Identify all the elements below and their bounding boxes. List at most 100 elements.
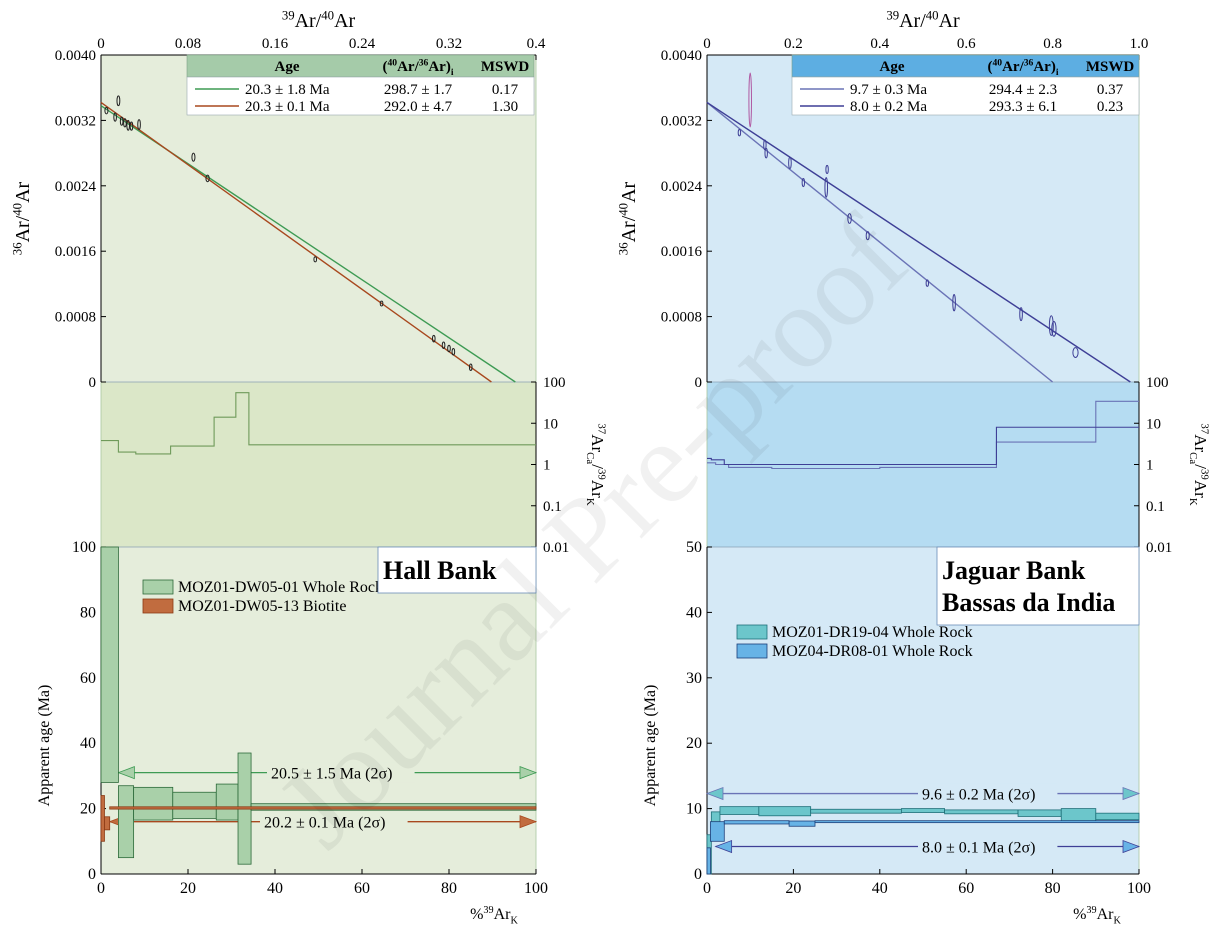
panel-left-table-header-ratio-part-1: 40 [387,57,397,68]
panel-right-spectrum-xlabel: %39ArK [1073,905,1121,927]
panel-left-iso-xlabel-part-1: Ar/ [295,10,322,32]
panel-right-legend-swatch-0 [736,624,768,640]
panel-right-spectrum-step-1-4 [814,820,1140,824]
panel-left-sample-label-box [377,546,537,594]
panel-right-spectrum-xtick-label: 20 [785,880,801,897]
panel-right-spectrum-step-0-2 [719,806,760,815]
panel-left-isochron-point-11 [379,300,384,307]
panel-right-iso-xtick-label: 0.6 [957,36,976,52]
panel-left-spectrum-ytick-label: 0 [88,866,96,883]
panel-right-table-header-ratio-part-0: ( [987,59,992,75]
panel-left-iso-ytick-label: 0.0024 [55,179,97,195]
panel-right-isochron-point-6 [824,177,829,198]
panel-right-iso-xlabel-part-1: Ar/ [899,10,926,32]
panel-left-spectrum-xtick-label: 100 [524,880,548,897]
panel-right-cak-ytick-label: 100 [1146,375,1169,391]
panel-left-spectrum-ytick-label: 80 [80,604,96,621]
panel-left-cak-ylabel-part-2: Ca [584,452,596,464]
panel-right-iso-xlabel-part-2: 40 [926,8,939,22]
panel-left-cak-ytick-label: 1 [543,458,551,474]
panel-left-cak-ytick-label: 100 [543,375,566,391]
panel-right-spectrum-xlabel-part-1: 39 [1086,905,1096,916]
panel-left-cak-series-0 [101,392,536,455]
panel-right-iso-ytick-label: 0.0032 [661,113,702,129]
panel-right-table-header-ratio-part-5: i [1056,67,1059,78]
panel-right-table-header-ratio-part-2: Ar/ [1002,59,1024,75]
panel-right-iso-ylabel-part-1: Ar/ [618,215,640,242]
panel-right-table-row-ratio-0: 294.4 ± 2.3 [989,82,1057,98]
panel-left-iso-xtick-label: 0.32 [436,36,462,52]
panel-right-table-row-mswd-1: 0.23 [1097,99,1123,115]
panel-right-isochron-line-1 [706,101,1131,383]
panel-right-cak-ylabel-part-4: 39 [1198,469,1210,480]
panel-right-spectrum-step-0-4 [810,808,902,814]
panel-right-iso-xlabel-part-0: 39 [886,8,899,22]
panel-left-spectrum-step-1-2 [109,806,537,810]
panel-right-isochron-point-12 [1019,307,1023,322]
panel-left-legend-label-1: MOZ01-DW05-13 Biotite [178,598,346,615]
panel-left-isochron-point-0 [104,106,109,115]
panel-left-isochron-point-16 [468,363,473,372]
panel-left-spectrum-step-0-3 [172,791,217,819]
panel-right-isochron-point-4 [788,156,792,170]
panel-right-iso-ylabel-part-3: Ar [618,181,640,202]
panel-left-plateau-label-1: 20.2 ± 0.1 Ma (2σ) [264,815,385,832]
panel-right-spectrum-step-0-5 [901,808,946,813]
panel-right-table-body [791,76,1140,116]
panel-left-table-row-mswd-1: 1.30 [492,99,518,115]
panel-right-iso-ytick-label: 0 [695,375,703,391]
panel-right-iso-xtick-label: 0 [703,36,711,52]
panel-left-table-row-mswd-0: 0.17 [492,82,519,98]
panel-left-iso-xlabel-part-3: Ar [334,10,355,32]
panel-right-spectrum-step-0-7 [1017,809,1062,817]
panel-right-table-header-mswd: MSWD [1086,59,1135,75]
panel-right-plateau-label-1: 8.0 ± 0.1 Ma (2σ) [922,840,1035,857]
panel-left-isochron-point-13 [441,341,446,349]
panel-left-isochron-point-1 [113,112,117,122]
panel-left-isochron-point-9 [205,174,210,183]
panel-left-plateau-arrow-right-1 [519,815,538,829]
panel-right-spectrum-xlabel-part-2: Ar [1097,906,1115,923]
panel-right-plateau-arrow-left-1 [714,839,733,854]
panel-right-isochron-point-5 [801,177,806,188]
panel-right-iso-ytick-label: 0.0024 [661,179,703,195]
panel-right-cak-ylabel: 37ArCa/39ArK [1187,423,1210,505]
panel-left-isochron-line-1 [100,101,492,383]
panel-left-spectrum-xlabel-part-2: Ar [494,906,512,923]
panel-right-isochron-point-7 [825,164,829,175]
panel-right-iso-xtick-label: 0.2 [784,36,803,52]
panel-right-cak-ylabel-part-2: Ca [1187,452,1199,464]
panel-right-isochron-point-10 [925,279,930,287]
panel-right-cak-ytick-label: 10 [1146,416,1161,432]
panel-right-isochron-line-0 [706,101,1054,383]
panel-right-spectrum-xlabel-part-0: % [1073,906,1086,923]
panel-right-cak-ylabel-part-1: Ar [1191,434,1210,452]
panel-right-iso-xtick-label: 1.0 [1130,36,1149,52]
panel-right-spectrum-step-1-2 [723,820,790,825]
panel-left-iso-ytick-label: 0 [89,375,97,391]
panel-left-spectrum-step-0-2 [133,786,174,821]
panel-left-legend-swatch-1 [142,598,174,614]
panel-right-spectrum-step-0-8 [1060,808,1097,823]
panel-left-spectrum-step-0-4 [215,783,239,821]
panel-left-spectrum-xtick-label: 20 [180,880,196,897]
panel-right-isochron-point-9 [865,231,870,241]
panel-right-table-header-ratio-part-3: 36 [1024,57,1034,68]
panel-left-cak-ylabel-part-0: 37 [595,423,607,434]
panel-right-spectrum-step-1-3 [788,820,816,827]
panel-right-iso-ylabel-part-0: 36 [616,242,630,255]
panel-left-spectrum-xlabel-part-0: % [470,906,483,923]
panel-left-isochron-point-15 [451,347,456,356]
panel-left-plateau-label-bg-0 [267,762,415,783]
panel-left-iso-xlabel-part-0: 39 [282,8,295,22]
panel-left-iso-xtick-label: 0.08 [175,36,201,52]
panel-left-cak-ylabel-part-3: / [588,464,607,469]
panel-left-legend-label-0: MOZ01-DW05-01 Whole Rock [178,579,383,596]
panel-right-isochron-point-0 [737,128,742,137]
panel-right-spectrum-ytick-label: 0 [694,866,702,883]
panel-left-table-body [186,76,535,116]
panel-left-iso-xlabel-part-2: 40 [321,8,334,22]
panel-left-iso-xtick-label: 0.16 [262,36,289,52]
panel-left-iso-xtick-label: 0.4 [527,36,546,52]
panel-left-iso-ytick-label: 0.0016 [55,244,97,260]
